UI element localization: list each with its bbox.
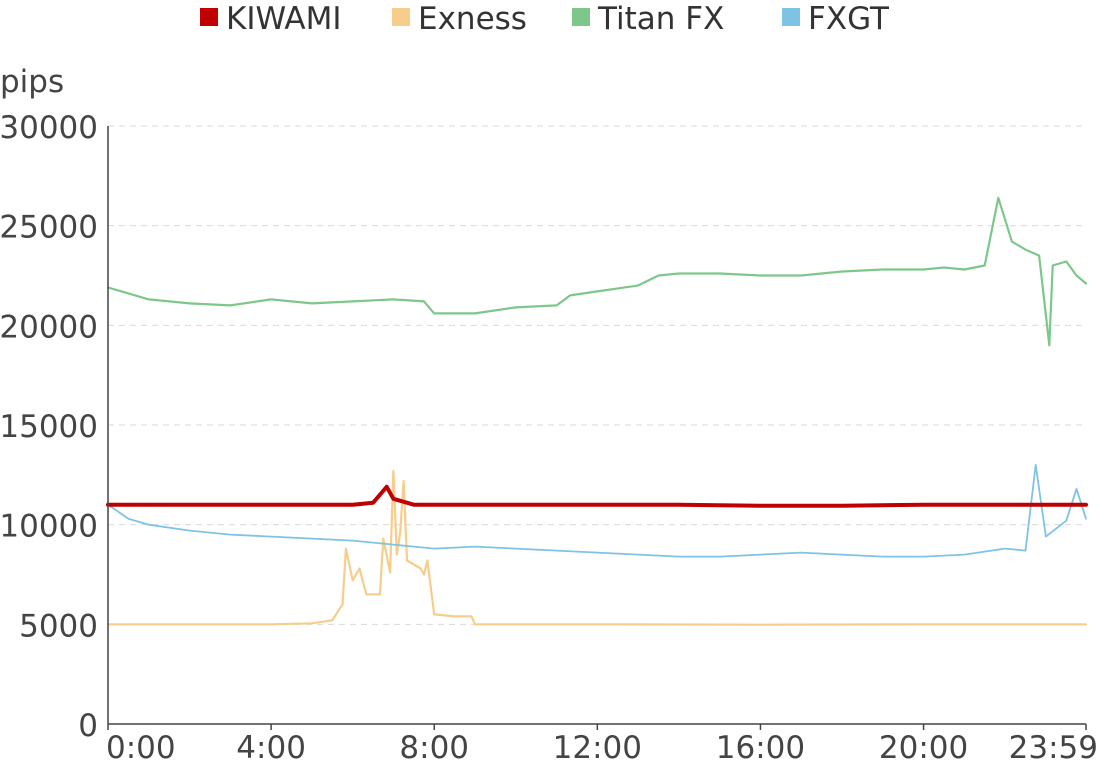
legend-swatch-kiwami: [200, 8, 218, 26]
legend-swatch-titan-fx: [572, 8, 590, 26]
y-tick-label-0: 0: [78, 708, 98, 744]
x-tick-label-20:00: 20:00: [879, 730, 968, 761]
x-tick-label-4:00: 4:00: [236, 730, 306, 761]
legend: KIWAMI Exness Titan FX FXGT: [200, 1, 890, 37]
legend-swatch-fxgt: [782, 8, 800, 26]
legend-swatch-exness: [392, 8, 410, 26]
x-tick-labels: 0:00 4:00 8:00 12:00 16:00 20:00 23:59: [106, 724, 1098, 761]
series-line-exness: [106, 469, 1088, 626]
y-axis-label: pips: [0, 64, 64, 100]
y-tick-label-30000: 30000: [0, 110, 98, 146]
y-tick-label-20000: 20000: [0, 309, 98, 345]
y-tick-label-5000: 5000: [19, 608, 98, 644]
series-line-titan-fx: [106, 196, 1088, 347]
x-tick-label-8:00: 8:00: [399, 730, 469, 761]
gridlines: [108, 125, 1086, 625]
legend-label-titan-fx: Titan FX: [597, 1, 724, 37]
y-tick-label-15000: 15000: [0, 409, 98, 445]
x-tick-label-16:00: 16:00: [716, 730, 805, 761]
y-tick-label-10000: 10000: [0, 509, 98, 545]
series-lines: [106, 196, 1088, 626]
x-tick-label-0:00: 0:00: [106, 730, 176, 761]
legend-label-kiwami: KIWAMI: [226, 1, 342, 37]
y-tick-labels: 0 5000 10000 15000 20000 25000 30000: [0, 110, 98, 744]
legend-label-exness: Exness: [418, 1, 527, 37]
series-line-fxgt: [107, 464, 1087, 558]
x-tick-label-12:00: 12:00: [553, 730, 642, 761]
y-tick-label-25000: 25000: [0, 210, 98, 246]
x-tick-label-23:59: 23:59: [1009, 730, 1098, 761]
legend-label-fxgt: FXGT: [808, 1, 890, 37]
series-line-kiwami: [106, 484, 1088, 508]
